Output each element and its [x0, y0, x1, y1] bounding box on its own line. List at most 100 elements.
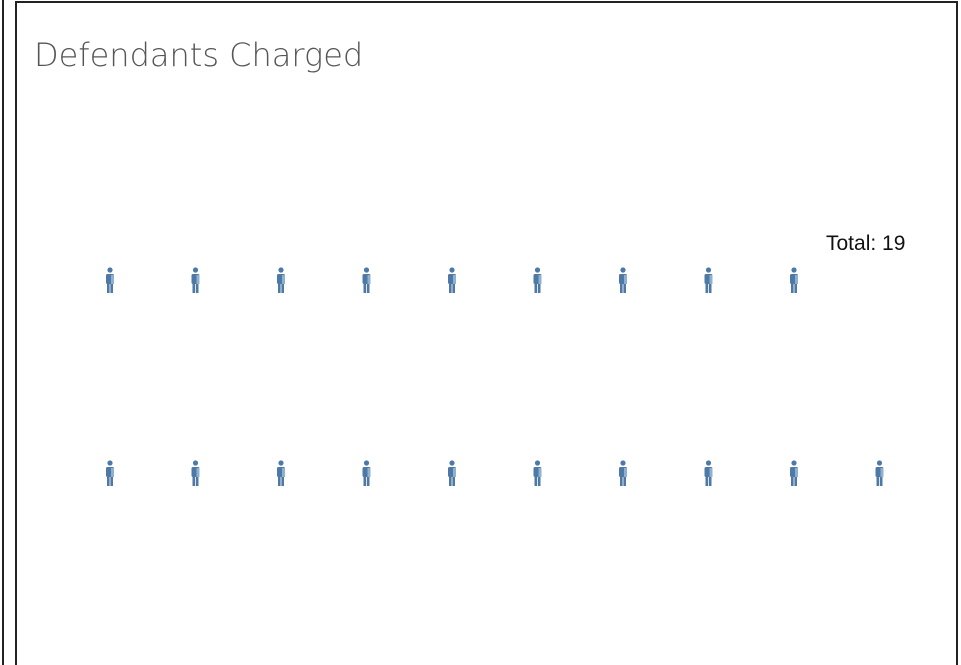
- icon-arm: [795, 275, 798, 284]
- icon-arm: [538, 275, 542, 284]
- icon-leg: [705, 284, 709, 293]
- icon-head: [449, 267, 455, 273]
- icon-head: [791, 267, 797, 273]
- icon-head: [620, 460, 626, 466]
- icon-leg: [366, 284, 370, 293]
- person-icon: [875, 460, 884, 486]
- icon-leg: [281, 477, 284, 486]
- icon-head: [363, 267, 370, 273]
- person-icon: [790, 460, 798, 486]
- icon-leg: [623, 477, 626, 486]
- icon-leg: [791, 477, 794, 486]
- icon-head: [876, 460, 883, 466]
- icon-head: [620, 267, 626, 273]
- person-icon: [191, 267, 200, 293]
- icon-head: [192, 460, 199, 466]
- person-icon: [533, 267, 542, 293]
- icon-leg: [110, 477, 113, 486]
- icon-leg: [366, 477, 370, 486]
- icon-arm: [453, 468, 456, 477]
- icon-head: [278, 267, 284, 273]
- person-icon: [619, 460, 627, 486]
- icon-arm: [111, 275, 114, 284]
- icon-leg: [195, 477, 199, 486]
- icon-leg: [452, 477, 455, 486]
- icon-leg: [794, 477, 797, 486]
- icon-head: [363, 460, 370, 466]
- icon-leg: [278, 477, 281, 486]
- icon-arm: [196, 275, 200, 284]
- icon-arm: [538, 468, 542, 477]
- person-icon: [362, 267, 371, 293]
- icon-head: [534, 460, 541, 466]
- icon-arm: [624, 275, 627, 284]
- total-label: Total: 19: [826, 232, 905, 255]
- icon-arm: [624, 468, 627, 477]
- person-icon: [362, 460, 371, 486]
- person-icon: [790, 267, 798, 293]
- icon-head: [705, 267, 712, 273]
- icon-leg: [192, 284, 196, 293]
- icon-arm: [709, 468, 713, 477]
- icon-leg: [110, 284, 113, 293]
- icon-leg: [363, 477, 367, 486]
- icon-leg: [195, 284, 199, 293]
- icon-leg: [534, 477, 538, 486]
- icon-arm: [367, 468, 371, 477]
- icon-leg: [876, 477, 880, 486]
- icon-leg: [791, 284, 794, 293]
- icon-head: [107, 267, 113, 273]
- icon-arm: [795, 468, 798, 477]
- icon-arm: [111, 468, 114, 477]
- person-icon: [704, 460, 713, 486]
- icon-leg: [449, 477, 452, 486]
- icon-leg: [452, 284, 455, 293]
- icon-head: [534, 267, 541, 273]
- icon-leg: [623, 284, 626, 293]
- icon-arm: [453, 275, 456, 284]
- icon-leg: [363, 284, 367, 293]
- person-icon: [277, 267, 285, 293]
- icon-leg: [620, 284, 623, 293]
- sheet-title: Defendants Charged: [34, 36, 363, 74]
- total-prefix: Total:: [826, 232, 876, 255]
- icon-head: [192, 267, 199, 273]
- icon-leg: [708, 477, 712, 486]
- icon-head: [449, 460, 455, 466]
- icon-leg: [537, 477, 541, 486]
- icon-leg: [705, 477, 709, 486]
- icon-leg: [879, 477, 883, 486]
- person-icon: [277, 460, 285, 486]
- icon-leg: [107, 284, 110, 293]
- icon-arm: [880, 468, 884, 477]
- person-icon: [191, 460, 200, 486]
- person-icon: [448, 460, 456, 486]
- person-icon: [448, 267, 456, 293]
- icon-arm: [367, 275, 371, 284]
- icon-leg: [794, 284, 797, 293]
- person-icon: [533, 460, 542, 486]
- icon-leg: [107, 477, 110, 486]
- icon-arm: [282, 275, 285, 284]
- icon-leg: [449, 284, 452, 293]
- person-icon: [106, 267, 114, 293]
- icon-leg: [281, 284, 284, 293]
- icon-head: [107, 460, 113, 466]
- icon-arm: [282, 468, 285, 477]
- person-icon: [106, 460, 114, 486]
- icon-leg: [534, 284, 538, 293]
- person-icon: [704, 267, 713, 293]
- icon-leg: [192, 477, 196, 486]
- icon-arm: [196, 468, 200, 477]
- icon-leg: [620, 477, 623, 486]
- icon-leg: [537, 284, 541, 293]
- icon-head: [705, 460, 712, 466]
- icon-leg: [278, 284, 281, 293]
- icon-leg: [708, 284, 712, 293]
- icon-arm: [709, 275, 713, 284]
- icon-head: [791, 460, 797, 466]
- icon-head: [278, 460, 284, 466]
- person-icon: [619, 267, 627, 293]
- total-value: 19: [882, 232, 905, 255]
